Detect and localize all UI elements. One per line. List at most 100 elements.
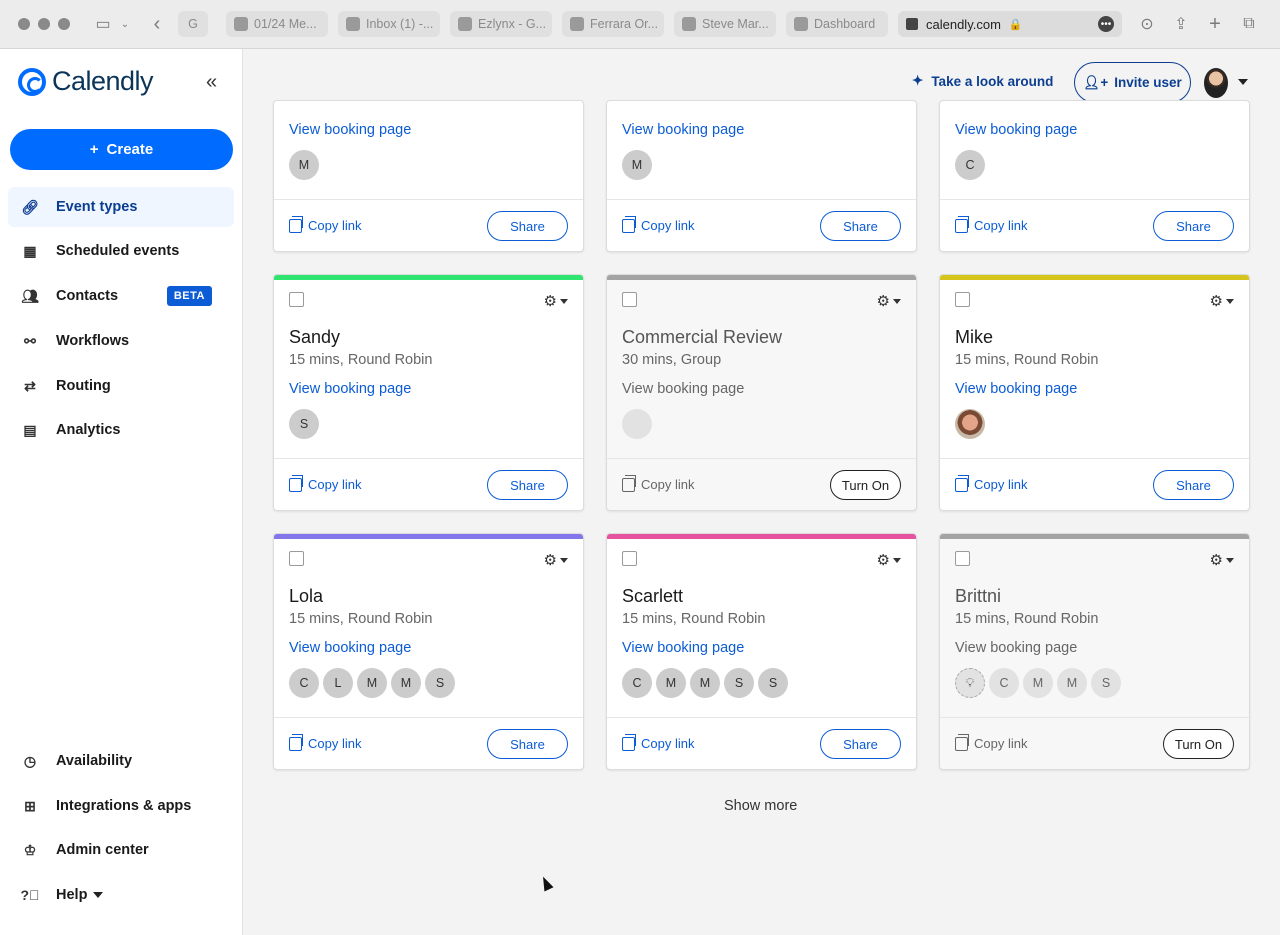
view-booking-page-link[interactable]: View booking page xyxy=(955,122,1078,138)
caret-down-icon xyxy=(1226,557,1234,563)
settings-menu[interactable]: ⚙ xyxy=(1210,292,1234,310)
browser-toolbar: ▭ ⌄ ‹ G 01/24 Me... Inbox (1) -... Ezlyn… xyxy=(0,0,1280,49)
address-bar[interactable]: calendly.com 🔒 ••• xyxy=(898,11,1122,37)
select-checkbox[interactable] xyxy=(622,292,637,307)
event-title: Sandy xyxy=(289,327,341,347)
share-icon[interactable]: ⇪ xyxy=(1174,16,1188,33)
view-booking-page-link[interactable]: View booking page xyxy=(955,640,1078,656)
event-title: Lola xyxy=(289,586,324,606)
event-card-brittni: ⚙ Brittni 15 mins, Round Robin View book… xyxy=(939,533,1250,770)
copy-link-button[interactable]: Copy link xyxy=(289,215,361,233)
create-button[interactable]: + Create xyxy=(10,129,233,170)
settings-menu[interactable]: ⚙ xyxy=(1210,551,1234,569)
turn-on-button[interactable]: Turn On xyxy=(830,470,901,500)
select-checkbox[interactable] xyxy=(955,292,970,307)
clock-icon: ◷ xyxy=(23,752,37,769)
chevron-down-icon[interactable]: ⌄ xyxy=(120,18,130,30)
sidebar: Calendly « + Create 🔗︎ Event types ▦ Sch… xyxy=(0,49,243,935)
nav-admin-center[interactable]: ♔ Admin center xyxy=(23,841,149,859)
invite-user-button[interactable]: 👤︎+ Invite user xyxy=(1074,62,1191,103)
show-more-button[interactable]: Show more xyxy=(724,798,798,814)
lightbulb-icon: 💡︎ xyxy=(955,668,985,698)
tab-overview-icon[interactable]: ⧉ xyxy=(1243,15,1255,32)
view-booking-page-link[interactable]: View booking page xyxy=(622,381,745,397)
copy-link-button[interactable]: Copy link xyxy=(289,733,361,751)
event-details: 15 mins, Round Robin xyxy=(955,352,1099,368)
gmail-icon xyxy=(346,17,360,31)
browser-tab-3[interactable]: Inbox (1) -... xyxy=(338,11,440,37)
share-button[interactable]: Share xyxy=(1153,470,1234,500)
copy-link-button[interactable]: Copy link xyxy=(955,474,1027,492)
browser-tab-7[interactable]: Dashboard xyxy=(786,11,888,37)
host-avatar: L xyxy=(323,668,353,698)
download-icon[interactable]: ⊙ xyxy=(1140,16,1154,33)
settings-menu[interactable]: ⚙ xyxy=(877,551,901,569)
select-checkbox[interactable] xyxy=(289,292,304,307)
copy-link-button[interactable]: Copy link xyxy=(289,474,361,492)
settings-menu[interactable]: ⚙ xyxy=(544,551,568,569)
view-booking-page-link[interactable]: View booking page xyxy=(289,640,412,656)
beta-badge: BETA xyxy=(166,286,212,306)
copy-link-button[interactable]: Copy link xyxy=(955,733,1027,751)
gear-icon: ⚙ xyxy=(876,293,890,310)
nav-availability[interactable]: ◷ Availability xyxy=(23,752,133,770)
browser-tab-6[interactable]: Steve Mar... xyxy=(674,11,776,37)
nav-help[interactable]: ?⃝ Help xyxy=(8,875,234,915)
site-icon xyxy=(682,17,696,31)
copy-link-button[interactable]: Copy link xyxy=(955,215,1027,233)
copy-link-button[interactable]: Copy link xyxy=(622,733,694,751)
event-card-lola: ⚙ Lola 15 mins, Round Robin View booking… xyxy=(273,533,584,770)
host-avatar: S xyxy=(425,668,455,698)
nav-analytics[interactable]: ▤ Analytics xyxy=(23,421,121,439)
take-a-look-around-link[interactable]: ✦ Take a look around xyxy=(912,73,1054,89)
copy-link-button[interactable]: Copy link xyxy=(622,215,694,233)
share-button[interactable]: Share xyxy=(487,729,568,759)
view-booking-page-link[interactable]: View booking page xyxy=(622,122,745,138)
sidebar-toggle-icon[interactable]: ▭ xyxy=(95,16,111,33)
collapse-sidebar-icon[interactable]: « xyxy=(206,71,218,93)
more-icon[interactable]: ••• xyxy=(1098,16,1114,32)
host-avatar: S xyxy=(289,409,319,439)
event-title: Mike xyxy=(955,327,994,347)
browser-tab-4[interactable]: Ezlynx - G... xyxy=(450,11,552,37)
nav-event-types[interactable]: 🔗︎ Event types xyxy=(8,187,234,227)
view-booking-page-link[interactable]: View booking page xyxy=(289,381,412,397)
turn-on-button[interactable]: Turn On xyxy=(1163,729,1234,759)
plus-icon: + xyxy=(89,141,99,158)
copy-link-button[interactable]: Copy link xyxy=(622,474,694,492)
gear-icon: ⚙ xyxy=(1209,293,1223,310)
window-controls[interactable] xyxy=(18,18,70,30)
nav-contacts[interactable]: 👥︎ Contacts BETA xyxy=(8,276,234,316)
share-button[interactable]: Share xyxy=(487,470,568,500)
browser-tab-5[interactable]: Ferrara Or... xyxy=(562,11,664,37)
share-button[interactable]: Share xyxy=(1153,211,1234,241)
user-avatar[interactable] xyxy=(1204,68,1228,98)
nav-integrations[interactable]: ⊞ Integrations & apps xyxy=(8,786,234,826)
gear-icon: ⚙ xyxy=(543,552,557,569)
select-checkbox[interactable] xyxy=(955,551,970,566)
new-tab-icon[interactable]: + xyxy=(1209,12,1221,35)
calendly-logo[interactable]: Calendly xyxy=(18,66,154,97)
view-booking-page-link[interactable]: View booking page xyxy=(622,640,745,656)
share-button[interactable]: Share xyxy=(820,211,901,241)
caret-down-icon xyxy=(893,557,901,563)
nav-routing[interactable]: ⇄ Routing xyxy=(8,366,234,406)
calendly-logo-icon xyxy=(18,67,46,96)
view-booking-page-link[interactable]: View booking page xyxy=(289,122,412,138)
copy-icon xyxy=(955,215,969,233)
share-button[interactable]: Share xyxy=(487,211,568,241)
settings-menu[interactable]: ⚙ xyxy=(544,292,568,310)
nav-scheduled-events[interactable]: ▦ Scheduled events xyxy=(23,242,180,260)
account-menu-caret-icon[interactable] xyxy=(1238,79,1248,85)
nav-workflows[interactable]: ⚯ Workflows xyxy=(8,321,234,361)
share-button[interactable]: Share xyxy=(820,729,901,759)
browser-tab-1[interactable]: G xyxy=(178,11,208,37)
browser-tab-2[interactable]: 01/24 Me... xyxy=(226,11,328,37)
select-checkbox[interactable] xyxy=(289,551,304,566)
settings-menu[interactable]: ⚙ xyxy=(877,292,901,310)
select-checkbox[interactable] xyxy=(622,551,637,566)
view-booking-page-link[interactable]: View booking page xyxy=(955,381,1078,397)
back-icon[interactable]: ‹ xyxy=(153,12,161,35)
host-avatar: M xyxy=(622,150,652,180)
gear-icon: ⚙ xyxy=(1209,552,1223,569)
